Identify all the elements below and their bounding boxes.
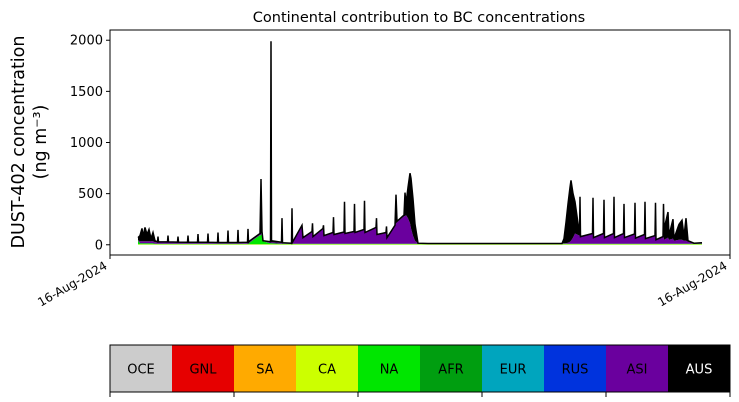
legend-label-gnl: GNL: [189, 363, 217, 378]
chart-title: Continental contribution to BC concentra…: [253, 10, 585, 26]
legend-label-oce: OCE: [127, 363, 155, 378]
legend-frame: [109, 344, 731, 393]
legend-swatch-rus: [544, 345, 606, 392]
y-tick-label: 500: [78, 187, 103, 202]
legend-swatch-aus: [668, 345, 730, 392]
y-tick-label: 2000: [70, 34, 103, 49]
y-tick-label: 1000: [70, 136, 103, 151]
y-axis-label: DUST-402 concentration (ng m⁻³): [9, 36, 51, 249]
y-tick-label: 0: [95, 238, 103, 253]
legend-swatch-gnl: [172, 345, 234, 392]
x-tick-label-start: 16-Aug-2024: [35, 258, 109, 309]
legend-swatch-sa: [234, 345, 296, 392]
legend-swatch-afr: [420, 345, 482, 392]
plot-frame: [109, 29, 731, 256]
legend-label-eur: EUR: [500, 363, 527, 378]
y-axis: 0 500 1000 1500 2000: [70, 34, 110, 253]
legend-swatch-eur: [482, 345, 544, 392]
legend-label-aus: AUS: [686, 363, 713, 378]
legend-swatch-na: [358, 345, 420, 392]
x-axis: 16-Aug-2024 16-Aug-2024: [35, 255, 731, 309]
area-asi: [138, 215, 702, 244]
legend-label-asi: ASI: [627, 363, 648, 378]
legend-label-afr: AFR: [438, 363, 463, 378]
legend-colorbar: OCE GNL SA CA NA AFR EUR RUS ASI AUS: [109, 344, 731, 397]
total-line: [137, 41, 703, 245]
area-ca: [138, 244, 702, 245]
y-label-line1: DUST-402 concentration: [9, 36, 29, 249]
y-label-line2: (ng m⁻³): [31, 105, 51, 180]
area-aus: [138, 41, 702, 244]
legend-label-rus: RUS: [562, 363, 589, 378]
legend-label-na: NA: [380, 363, 399, 378]
y-tick-label: 1500: [70, 85, 103, 100]
legend-label-sa: SA: [256, 363, 273, 378]
legend-label-ca: CA: [318, 363, 336, 378]
stacked-areas: [137, 41, 703, 245]
legend-swatch-ca: [296, 345, 358, 392]
x-tick-label-end: 16-Aug-2024: [655, 258, 729, 309]
legend-swatch-oce: [110, 345, 172, 392]
legend-swatch-asi: [606, 345, 668, 392]
